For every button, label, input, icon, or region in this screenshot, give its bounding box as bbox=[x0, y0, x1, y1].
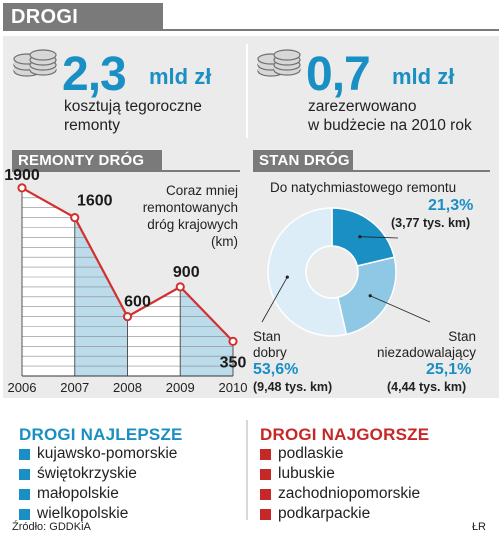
list-item: wielkopolskie bbox=[19, 504, 177, 524]
data-point bbox=[122, 312, 133, 322]
area-band bbox=[127, 286, 181, 376]
square-bullet-icon bbox=[19, 489, 30, 500]
square-bullet-icon bbox=[260, 509, 271, 520]
coins-icon bbox=[257, 49, 301, 77]
best-list: kujawsko-pomorskie świętokrzyskie małopo… bbox=[19, 444, 177, 524]
urgent-km: (3,77 tys. km) bbox=[391, 216, 471, 230]
list-item-label: podlaskie bbox=[278, 445, 344, 462]
urgent-label: Do natychmiastowego remontu bbox=[270, 180, 457, 195]
remonty-header: REMONTY DRÓG bbox=[12, 150, 162, 172]
leader-line bbox=[261, 276, 288, 323]
remonty-note-line-4: (km) bbox=[211, 234, 238, 249]
source-note: Źródło: GDDKiA bbox=[12, 521, 91, 533]
stan-header-label: STAN DRÓG bbox=[259, 152, 350, 169]
data-point bbox=[228, 336, 238, 346]
coins-icon bbox=[13, 49, 57, 77]
square-bullet-icon bbox=[260, 469, 271, 480]
list-item-label: zachodniopomorskie bbox=[278, 485, 421, 502]
data-point bbox=[17, 183, 27, 193]
leader-dot bbox=[368, 294, 372, 298]
list-item: podlaskie bbox=[260, 444, 420, 464]
bad-label-line-2: niezadowalający bbox=[376, 345, 476, 360]
list-item-label: podkarpackie bbox=[278, 505, 371, 522]
leader-dot bbox=[358, 235, 362, 239]
list-item: małopolskie bbox=[19, 484, 177, 504]
x-tick-label: 2009 bbox=[166, 380, 195, 395]
worst-header: DROGI NAJGORSZE bbox=[260, 425, 430, 444]
square-bullet-icon bbox=[260, 489, 271, 500]
author-initials: ŁR bbox=[471, 521, 486, 533]
list-item-label: małopolskie bbox=[37, 485, 119, 502]
leader-line bbox=[370, 295, 431, 323]
x-tick-label: 2010 bbox=[219, 380, 248, 395]
remonty-note-line-1: Coraz mniej bbox=[165, 183, 238, 198]
lists-divider bbox=[246, 420, 248, 520]
remonty-note-line-3: dróg krajowych bbox=[147, 217, 238, 232]
square-bullet-icon bbox=[260, 449, 271, 460]
list-item-label: świętokrzyskie bbox=[37, 465, 137, 482]
donut-slice bbox=[336, 256, 397, 336]
stan-rule bbox=[353, 170, 490, 172]
stat-1-desc-line-1: kosztują tegoroczne bbox=[64, 98, 202, 115]
area-band bbox=[180, 286, 233, 376]
square-bullet-icon bbox=[19, 509, 30, 520]
bad-label-line-1: Stan bbox=[448, 329, 476, 344]
list-item-label: wielkopolskie bbox=[37, 505, 129, 522]
list-item: lubuskie bbox=[260, 464, 420, 484]
worst-list: podlaskie lubuskie zachodniopomorskie po… bbox=[260, 444, 420, 524]
donut-slice bbox=[267, 207, 348, 337]
stat-2-desc: zarezerwowano w budżecie na 2010 rok bbox=[308, 97, 472, 135]
list-item-label: kujawsko-pomorskie bbox=[37, 445, 178, 462]
remonty-note-line-2: remontowanych bbox=[142, 200, 238, 215]
x-tick-label: 2006 bbox=[8, 380, 37, 395]
stat-1-number: 2,3 bbox=[62, 48, 127, 101]
remonty-rule bbox=[162, 170, 240, 172]
x-tick-label: 2007 bbox=[60, 380, 89, 395]
good-km: (9,48 tys. km) bbox=[253, 380, 333, 394]
good-label-line-2: dobry bbox=[253, 345, 287, 360]
list-item: świętokrzyskie bbox=[19, 464, 177, 484]
data-point bbox=[70, 213, 80, 223]
list-item: kujawsko-pomorskie bbox=[19, 444, 177, 464]
list-item: podkarpackie bbox=[260, 504, 420, 524]
good-label: Stan dobry bbox=[253, 329, 287, 361]
data-label: 350 bbox=[220, 354, 247, 371]
list-item: zachodniopomorskie bbox=[260, 484, 420, 504]
leader-dot bbox=[285, 275, 289, 279]
data-label: 1900 bbox=[4, 167, 40, 184]
square-bullet-icon bbox=[19, 449, 30, 460]
list-item-label: lubuskie bbox=[278, 465, 335, 482]
square-bullet-icon bbox=[19, 469, 30, 480]
data-label: 1600 bbox=[77, 193, 113, 210]
bad-label: Stan niezadowalający bbox=[372, 329, 476, 361]
best-header: DROGI NAJLEPSZE bbox=[19, 425, 183, 444]
stat-2-desc-line-1: zarezerwowano bbox=[308, 98, 417, 115]
bad-km: (4,44 tys. km) bbox=[387, 380, 467, 394]
data-point bbox=[175, 282, 185, 292]
urgent-pct: 21,3% bbox=[428, 197, 474, 214]
good-pct: 53,6% bbox=[253, 361, 299, 378]
remonty-header-label: REMONTY DRÓG bbox=[18, 152, 145, 169]
area-band bbox=[22, 187, 75, 376]
stan-header: STAN DRÓG bbox=[253, 150, 353, 172]
stat-2-unit: mld zł bbox=[392, 64, 455, 89]
data-label: 900 bbox=[173, 264, 200, 281]
stat-1-desc: kosztują tegoroczne remonty bbox=[64, 97, 202, 135]
stats-divider bbox=[246, 44, 248, 138]
stat-2-number: 0,7 bbox=[306, 48, 371, 101]
good-label-line-1: Stan bbox=[253, 329, 281, 344]
stat-1-unit: mld zł bbox=[149, 64, 212, 89]
x-tick-label: 2008 bbox=[113, 380, 142, 395]
title-rule bbox=[163, 29, 499, 31]
stat-2-desc-line-2: w budżecie na 2010 rok bbox=[308, 117, 472, 134]
data-label: 600 bbox=[124, 294, 151, 311]
leader-line bbox=[359, 236, 399, 239]
remonty-note: Coraz mniej remontowanych dróg krajowych… bbox=[120, 182, 238, 250]
bad-pct: 25,1% bbox=[426, 361, 472, 378]
stat-1-desc-line-2: remonty bbox=[64, 117, 120, 134]
